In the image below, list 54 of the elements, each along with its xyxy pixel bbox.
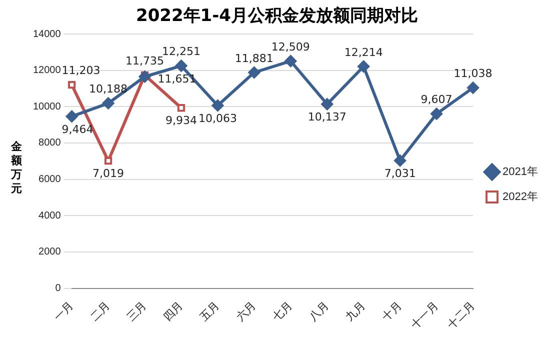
data-label: 10,188 xyxy=(89,82,128,96)
data-label: 11,038 xyxy=(454,67,492,80)
y-tick-label: 12000 xyxy=(32,65,62,76)
point xyxy=(430,108,443,120)
data-label: 12,251 xyxy=(162,45,200,58)
point xyxy=(138,70,151,83)
legend-label: 2022年 xyxy=(502,191,538,204)
y-tick-label: 4000 xyxy=(38,210,62,222)
y-tick-label: 14000 xyxy=(32,28,62,40)
point xyxy=(212,100,224,112)
data-label: 12,509 xyxy=(271,40,310,54)
point xyxy=(177,104,186,112)
point xyxy=(68,80,76,89)
point xyxy=(248,66,260,78)
x-tick-label: 六月 xyxy=(234,299,258,324)
x-tick-label: 十二月 xyxy=(444,299,478,332)
x-tick-label: 八月 xyxy=(307,300,332,324)
data-label: 10,063 xyxy=(198,112,237,125)
chart-title: 2022年1-4月公积金发放额同期对比 xyxy=(134,5,420,27)
x-tick-label: 二月 xyxy=(88,300,113,324)
point xyxy=(66,110,78,122)
data-label: 9,607 xyxy=(420,93,452,106)
data-label: 7,019 xyxy=(92,167,124,180)
point xyxy=(104,156,112,165)
data-label: 9,934 xyxy=(165,114,197,128)
legend-label: 2021年 xyxy=(502,166,538,178)
x-tick-label: 十月 xyxy=(380,299,404,324)
point xyxy=(321,98,334,110)
point xyxy=(175,60,188,72)
data-label: 11,881 xyxy=(234,52,274,65)
x-tick-label: 五月 xyxy=(198,300,222,324)
x-tick-label: 三月 xyxy=(124,300,150,324)
y-tick-label: 6000 xyxy=(38,174,62,186)
point xyxy=(284,55,297,68)
y-tick-label: 2000 xyxy=(38,246,62,258)
data-label: 11,203 xyxy=(62,64,100,78)
point xyxy=(102,97,114,110)
point xyxy=(358,60,370,72)
data-label: 9,464 xyxy=(62,122,94,136)
y-tick-label: 10000 xyxy=(32,101,62,112)
point xyxy=(394,154,406,167)
x-tick-label: 七月 xyxy=(270,299,295,324)
x-tick-label: 十一月 xyxy=(408,299,441,332)
y-tick-label: 0 xyxy=(55,283,62,294)
x-tick-label: 一月 xyxy=(52,300,76,324)
data-label: 10,137 xyxy=(308,110,346,124)
y-axis-title: 金额万元 xyxy=(10,140,23,196)
data-label: 11,735 xyxy=(126,54,164,68)
x-tick-label: 四月 xyxy=(161,300,186,324)
data-label: 7,031 xyxy=(384,166,416,180)
x-tick-label: 九月 xyxy=(343,299,368,324)
y-tick-label: 8000 xyxy=(38,138,62,149)
point xyxy=(467,82,480,94)
data-label: 12,214 xyxy=(344,46,383,59)
